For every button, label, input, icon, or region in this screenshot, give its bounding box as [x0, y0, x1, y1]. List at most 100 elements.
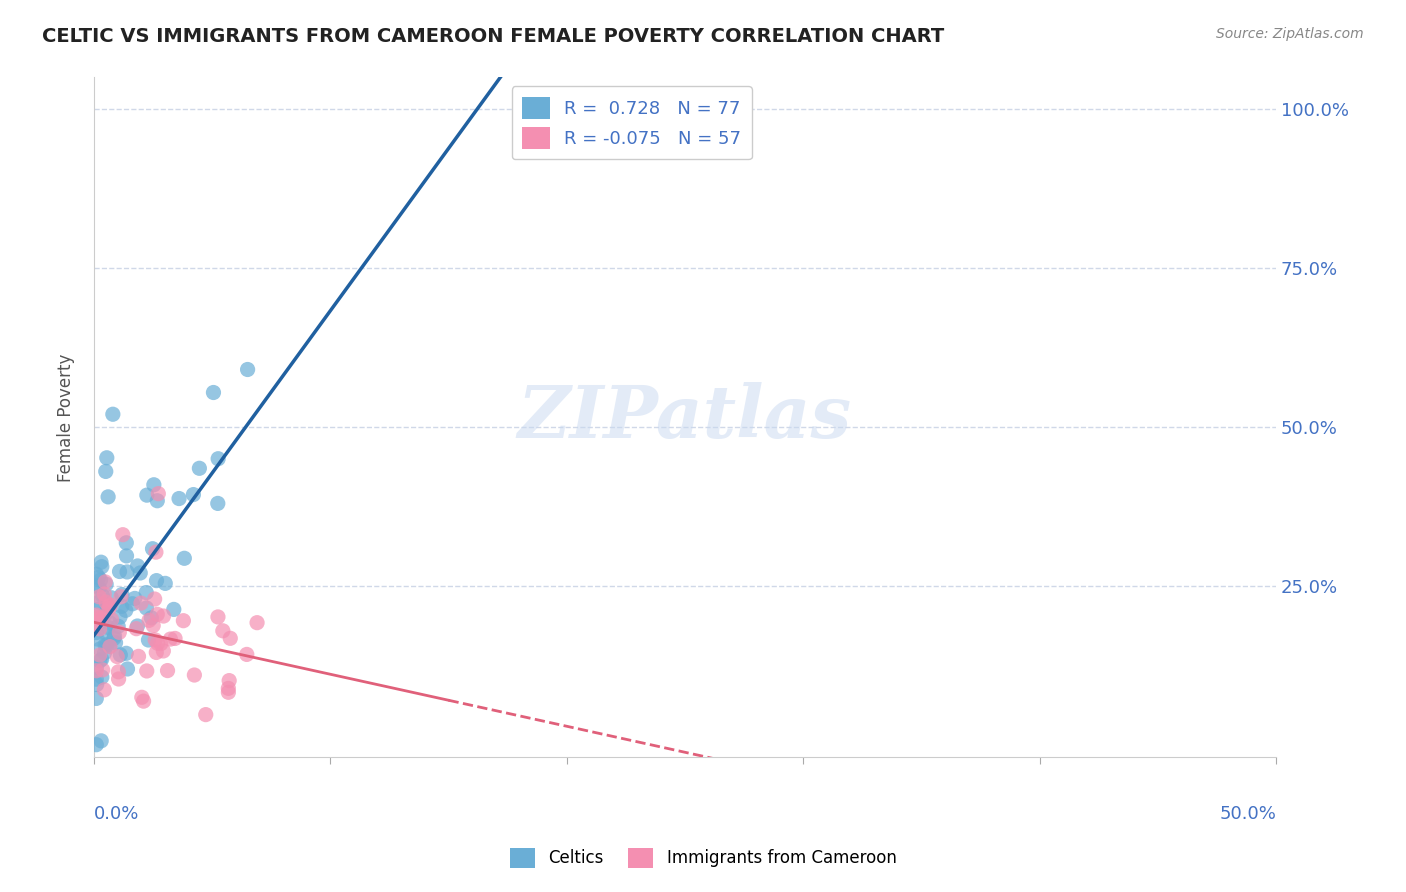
Point: [124, 591, 146, 606]
Point: [86, 602, 108, 616]
Point: [93, 646, 115, 660]
Point: [90, 614, 112, 628]
Point: [100, 613, 122, 627]
Point: [97, 620, 120, 634]
Point: [173, 551, 195, 566]
Point: [89, 654, 111, 668]
Point: [89, 642, 111, 657]
Point: [94, 595, 117, 609]
Point: [207, 610, 229, 624]
Point: [84, 691, 107, 706]
Point: [202, 385, 225, 400]
Point: [127, 558, 149, 573]
Point: [142, 477, 165, 491]
Point: [167, 491, 190, 506]
Point: [125, 622, 148, 636]
Point: [97, 601, 120, 615]
Point: [172, 614, 194, 628]
Point: [100, 591, 122, 605]
Point: [219, 632, 242, 646]
Point: [135, 601, 157, 615]
Point: [90, 555, 112, 569]
Point: [135, 488, 157, 502]
Text: ZIPatlas: ZIPatlas: [517, 382, 852, 453]
Point: [148, 486, 170, 500]
Point: [89, 648, 111, 662]
Point: [155, 576, 177, 591]
Point: [94, 626, 117, 640]
Point: [84, 579, 107, 593]
Point: [98, 616, 121, 631]
Point: [163, 602, 186, 616]
Point: [107, 619, 129, 633]
Point: [207, 496, 229, 510]
Point: [111, 599, 134, 614]
Point: [86, 664, 108, 678]
Point: [89, 590, 111, 604]
Point: [141, 611, 163, 625]
Point: [101, 407, 124, 421]
Point: [236, 648, 259, 662]
Point: [84, 660, 107, 674]
Point: [98, 640, 121, 654]
Point: [132, 694, 155, 708]
Point: [94, 574, 117, 589]
Point: [217, 681, 239, 696]
Point: [129, 566, 152, 580]
Point: [91, 663, 114, 677]
Point: [152, 644, 174, 658]
Point: [145, 545, 167, 559]
Point: [163, 632, 186, 646]
Point: [105, 649, 128, 664]
Point: [90, 670, 112, 684]
Point: [93, 682, 115, 697]
Point: [156, 664, 179, 678]
Point: [98, 599, 121, 613]
Point: [96, 599, 118, 613]
Point: [97, 490, 120, 504]
Point: [104, 636, 127, 650]
Point: [236, 362, 259, 376]
Point: [194, 707, 217, 722]
Text: Source: ZipAtlas.com: Source: ZipAtlas.com: [1216, 27, 1364, 41]
Point: [115, 536, 138, 550]
Text: 50.0%: 50.0%: [1219, 805, 1277, 823]
Point: [143, 632, 166, 647]
Point: [89, 581, 111, 595]
Point: [90, 559, 112, 574]
Point: [115, 565, 138, 579]
Point: [135, 664, 157, 678]
Point: [108, 625, 131, 640]
Point: [110, 648, 132, 662]
Point: [84, 616, 107, 631]
Point: [128, 649, 150, 664]
Point: [183, 487, 205, 501]
Point: [146, 636, 169, 650]
Point: [84, 610, 107, 624]
Point: [90, 652, 112, 666]
Point: [141, 541, 163, 556]
Point: [93, 587, 115, 601]
Point: [115, 646, 138, 660]
Point: [142, 618, 165, 632]
Point: [217, 685, 239, 699]
Point: [89, 610, 111, 624]
Point: [110, 590, 132, 604]
Point: [115, 549, 138, 563]
Point: [84, 567, 107, 582]
Point: [138, 613, 160, 627]
Point: [145, 645, 167, 659]
Point: [94, 465, 117, 479]
Point: [108, 565, 131, 579]
Text: 0.0%: 0.0%: [94, 805, 139, 823]
Point: [89, 622, 111, 636]
Point: [107, 665, 129, 679]
Legend: Celtics, Immigrants from Cameroon: Celtics, Immigrants from Cameroon: [503, 841, 903, 875]
Point: [89, 595, 111, 609]
Point: [91, 589, 114, 603]
Point: [127, 619, 149, 633]
Y-axis label: Female Poverty: Female Poverty: [58, 353, 75, 482]
Point: [145, 574, 167, 588]
Point: [90, 612, 112, 626]
Point: [98, 598, 121, 612]
